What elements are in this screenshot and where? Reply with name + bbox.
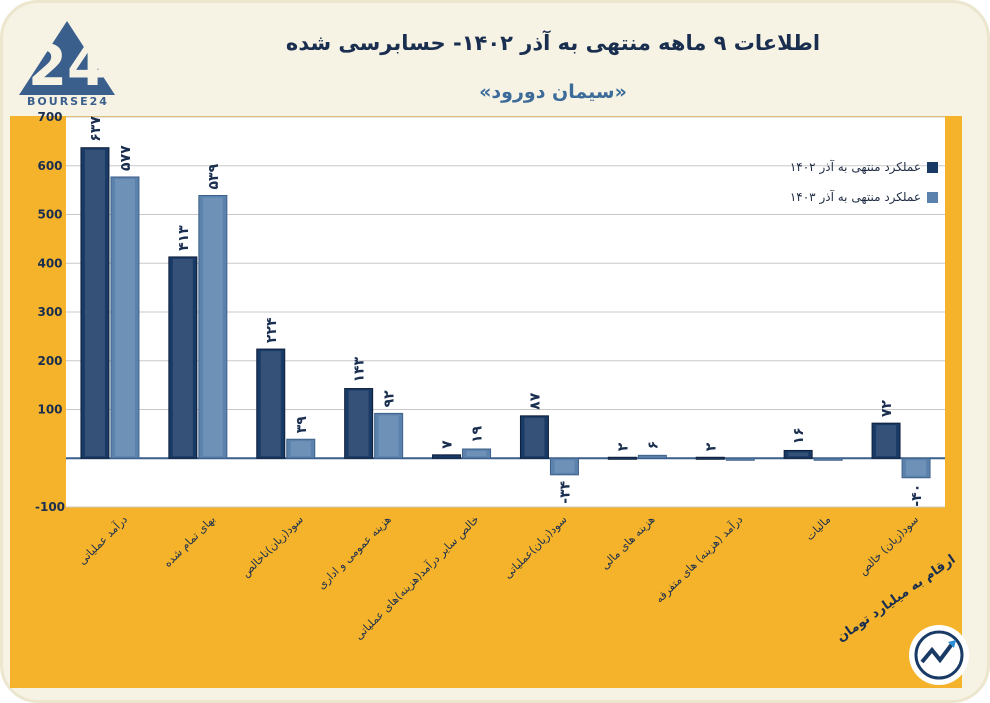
x-tick-label: مالیات	[803, 513, 833, 543]
legend-item-1403: عملکرد منتهی به آذر ۱۴۰۳	[758, 190, 938, 204]
x-tick-label: سود(زیان) خالص	[856, 513, 921, 578]
x-tick-label: سود(زیان)ناخالص	[239, 513, 306, 580]
bar-1402	[695, 456, 725, 460]
data-label: ۶	[645, 441, 661, 450]
data-label: ۱۶	[791, 427, 807, 444]
bar-highlight	[172, 258, 193, 457]
x-tick-label: بهای تمام شده	[161, 513, 218, 570]
legend-swatch-1403	[927, 191, 938, 203]
logo-text: BOURSE24	[27, 95, 109, 108]
y-tick-label: 400	[37, 256, 62, 270]
bar-1403	[637, 454, 667, 459]
bar-highlight	[378, 415, 399, 457]
bar-highlight	[466, 450, 487, 457]
chart-subtitle: «سیمان دورود»	[479, 81, 627, 103]
x-tick-label: هزینه های مالی	[598, 513, 657, 572]
data-label: -۳۴	[557, 480, 573, 503]
data-label: ۲۲۴	[264, 317, 280, 343]
bar-1403	[813, 457, 843, 461]
bar-1402	[871, 422, 901, 459]
bar-highlight	[290, 441, 311, 457]
bar-highlight	[114, 178, 135, 457]
data-label: ۷	[440, 440, 456, 449]
data-label: ۱۴۳	[352, 356, 368, 382]
y-tick-label: 200	[37, 354, 62, 368]
bar-highlight	[788, 452, 809, 457]
legend-item-1402: عملکرد منتهی به آذر ۱۴۰۲	[758, 160, 938, 174]
data-label: ۶۳۷	[88, 116, 104, 142]
x-tick-label: هزینه عمومی و اداری	[315, 513, 394, 592]
bar-highlight	[554, 460, 575, 473]
trend-icon	[912, 628, 966, 682]
bar-highlight	[906, 460, 927, 476]
y-tick-label: 600	[37, 159, 62, 173]
chart-title: اطلاعات ۹ ماهه منتهی به آذر ۱۴۰۲- حسابرس…	[285, 31, 821, 55]
data-label: ۵۷۷	[118, 145, 134, 171]
bar-highlight	[348, 390, 369, 457]
bar-1402	[168, 256, 198, 459]
bar-1402	[256, 348, 286, 459]
y-tick-label: 100	[37, 403, 62, 417]
bar-highlight	[84, 149, 105, 457]
bar-1402	[344, 388, 374, 459]
data-label: ۵۳۹	[206, 163, 222, 189]
x-tick-label: درآمد عملیاتی	[75, 512, 130, 567]
data-label: ۹۲	[382, 390, 398, 408]
svg-text:24: 24	[28, 34, 106, 99]
legend: عملکرد منتهی به آذر ۱۴۰۲ عملکرد منتهی به…	[758, 160, 938, 220]
bar-1403	[549, 457, 579, 476]
data-label: -۴۰	[909, 484, 925, 507]
x-tick-label: درآمد (هزینه) های متفرقه	[652, 512, 745, 605]
bar-1403	[901, 457, 931, 479]
data-label: ۷۲	[879, 400, 895, 418]
bar-1402	[519, 415, 549, 459]
y-tick-label: 300	[37, 305, 62, 319]
bar-highlight	[876, 425, 897, 457]
y-tick-label: -100	[35, 500, 65, 514]
bar-1402	[432, 454, 462, 459]
data-label: ۲	[703, 442, 719, 451]
bar-1402	[80, 147, 110, 459]
bar-1403	[462, 448, 492, 459]
data-label: ۸۷	[527, 392, 543, 410]
legend-label-1402: عملکرد منتهی به آذر ۱۴۰۲	[789, 160, 921, 174]
bar-highlight	[524, 417, 545, 457]
bar-1403	[110, 176, 140, 459]
bar-1403	[286, 438, 316, 459]
legend-swatch-1402	[927, 161, 938, 173]
y-tick-label: 500	[37, 208, 62, 222]
data-label: ۱۹	[470, 425, 486, 443]
bar-1403	[198, 194, 228, 459]
bar-highlight	[260, 351, 281, 457]
bar-highlight	[202, 197, 223, 457]
data-label: ۳۹	[294, 416, 310, 434]
legend-label-1403: عملکرد منتهی به آذر ۱۴۰۳	[789, 190, 921, 204]
data-label: ۴۱۳	[176, 225, 192, 251]
data-label: ۲	[615, 442, 631, 451]
bar-1402	[607, 456, 637, 460]
bourse24-logo: 24	[19, 21, 115, 99]
bar-1403	[374, 412, 404, 459]
bar-1402	[783, 449, 813, 459]
x-tick-label: سود(زیان)عملیاتی	[501, 513, 569, 581]
y-tick-label: 700	[37, 110, 62, 124]
bar-1403	[725, 457, 755, 461]
